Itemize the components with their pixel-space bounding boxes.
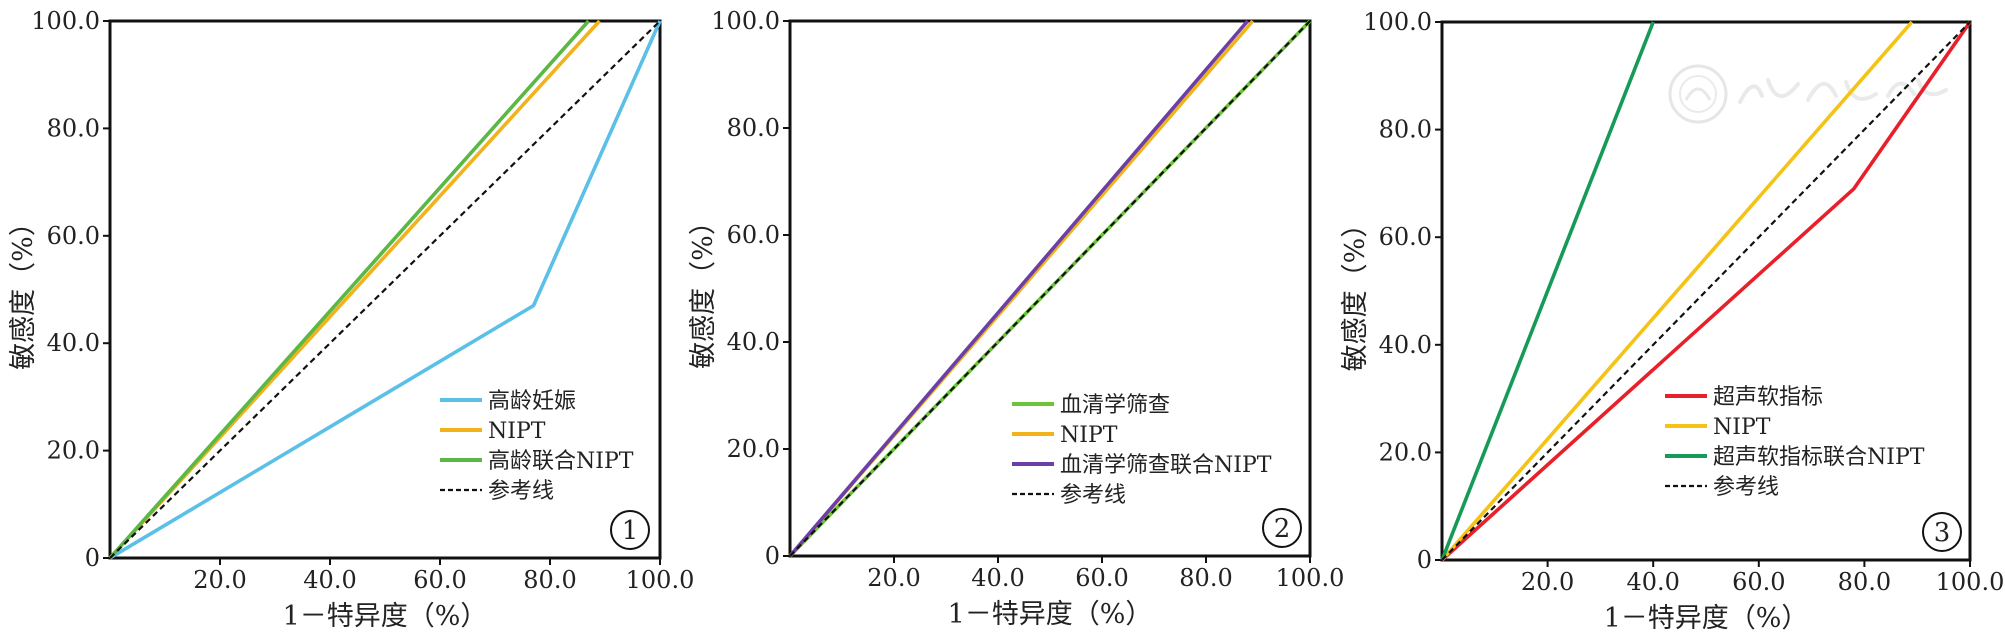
legend-label: 参考线 xyxy=(1060,483,1126,508)
x-tick-label: 60.0 xyxy=(1075,564,1128,592)
plot-frame xyxy=(788,19,1312,558)
legend: 超声软指标 NIPT 超声软指标联合NIPT 参考线 xyxy=(1665,385,1925,500)
legend-label: 参考线 xyxy=(488,479,554,504)
series-line-4 xyxy=(109,20,661,559)
y-axis-title: 敏感度（%） xyxy=(1340,211,1371,372)
plot-frame xyxy=(1440,20,1972,562)
legend-label: 超声软指标联合NIPT xyxy=(1713,445,1925,470)
series-line-3 xyxy=(108,19,590,560)
y-tick-label: 80.0 xyxy=(47,114,100,142)
legend-label: NIPT xyxy=(1060,423,1118,448)
y-tick-label: 60.0 xyxy=(1379,223,1432,251)
series-line-2 xyxy=(1440,20,1914,562)
panel-number-circle xyxy=(1922,512,1962,552)
series-line-1 xyxy=(109,20,662,560)
legend-label: 高龄妊娠 xyxy=(488,389,576,414)
y-tick-label: 100.0 xyxy=(1363,8,1432,36)
x-axis-title: 1－特异度（%） xyxy=(283,601,488,632)
x-tick-label: 80.0 xyxy=(1838,568,1891,596)
legend-label: 血清学筛查 xyxy=(1060,393,1170,418)
y-tick-label: 40.0 xyxy=(727,328,780,356)
panel-number-circle xyxy=(1262,508,1302,548)
panel-number: 2 xyxy=(1274,514,1291,544)
x-tick-label: 80.0 xyxy=(523,566,576,594)
y-tick-label: 40.0 xyxy=(47,329,100,357)
series-line-3 xyxy=(788,19,1249,558)
plot-frame xyxy=(108,19,662,560)
watermark xyxy=(1668,64,1948,124)
y-tick-label: 20.0 xyxy=(47,437,100,465)
x-tick-label: 20.0 xyxy=(193,566,246,594)
panel-number: 1 xyxy=(622,516,639,546)
x-axis-title: 1－特异度（%） xyxy=(1604,603,1809,634)
legend: 高龄妊娠 NIPT 高龄联合NIPT 参考线 xyxy=(440,389,634,504)
watermark-signature xyxy=(1738,78,1948,104)
watermark-seal-icon xyxy=(1668,64,1728,124)
y-tick-label: 40.0 xyxy=(1379,331,1432,359)
y-tick-label: 100.0 xyxy=(711,7,780,35)
series-line-3 xyxy=(1440,21,1655,561)
y-tick-label: 60.0 xyxy=(47,222,100,250)
y-tick-label: 0 xyxy=(85,544,100,572)
y-axis-title: 敏感度（%） xyxy=(688,208,719,369)
x-tick-label: 100.0 xyxy=(1936,568,2005,596)
legend-label: 血清学筛查联合NIPT xyxy=(1060,453,1272,478)
x-tick-label: 20.0 xyxy=(1521,568,1574,596)
legend-label: NIPT xyxy=(1713,415,1771,440)
y-tick-label: 20.0 xyxy=(1379,438,1432,466)
y-tick-label: 60.0 xyxy=(727,221,780,249)
x-tick-label: 100.0 xyxy=(1276,564,1345,592)
chart-panel-1: 20.0 40.0 60.0 80.0 100.0 0 20.0 40.0 60.0 80.0 10… xyxy=(8,7,694,632)
legend-label: 高龄联合NIPT xyxy=(488,449,634,474)
legend-label: 参考线 xyxy=(1713,475,1779,500)
y-tick-label: 0 xyxy=(1417,546,1432,574)
y-tick-label: 0 xyxy=(765,542,780,570)
x-tick-label: 60.0 xyxy=(413,566,466,594)
x-tick-label: 60.0 xyxy=(1732,568,1785,596)
series-line-4 xyxy=(789,20,1311,557)
series-line-4 xyxy=(1441,21,1971,561)
x-tick-label: 40.0 xyxy=(303,566,356,594)
chart-panel-3: 20.0 40.0 60.0 80.0 100.0 0 20.0 40.0 60.0 80.0 10… xyxy=(1340,8,2004,634)
legend: 血清学筛查 NIPT 血清学筛查联合NIPT 参考线 xyxy=(1012,393,1272,508)
y-tick-label: 100.0 xyxy=(31,7,100,35)
x-tick-label: 40.0 xyxy=(971,564,1024,592)
x-axis-title: 1－特异度（%） xyxy=(948,599,1153,630)
legend-label: NIPT xyxy=(488,419,546,444)
y-tick-label: 80.0 xyxy=(1379,116,1432,144)
chart-panel-2: 20.0 40.0 60.0 80.0 100.0 0 20.0 40.0 60.0 80.0 10… xyxy=(688,7,1344,630)
y-tick-label: 20.0 xyxy=(727,435,780,463)
x-tick-label: 100.0 xyxy=(626,566,695,594)
series-line-1 xyxy=(1440,20,1972,562)
y-tick-label: 80.0 xyxy=(727,114,780,142)
y-axis-title: 敏感度（%） xyxy=(8,209,39,370)
panel-number: 3 xyxy=(1934,518,1951,548)
x-tick-label: 80.0 xyxy=(1179,564,1232,592)
panel-number-circle xyxy=(610,510,650,550)
legend-label: 超声软指标 xyxy=(1713,385,1823,410)
x-tick-label: 20.0 xyxy=(867,564,920,592)
x-tick-label: 40.0 xyxy=(1626,568,1679,596)
